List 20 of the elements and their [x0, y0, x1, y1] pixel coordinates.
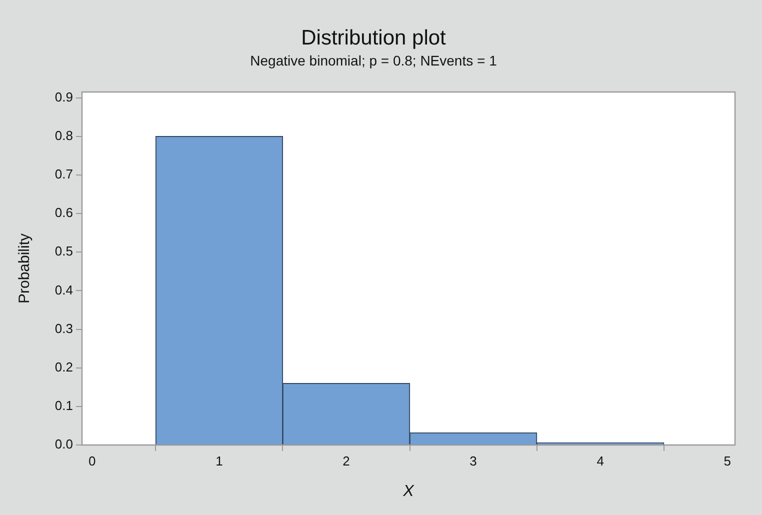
chart-subtitle: Negative binomial; p = 0.8; NEvents = 1 — [250, 52, 498, 68]
y-tick-label: 0.7 — [54, 166, 73, 182]
x-tick-label: 2 — [342, 453, 350, 468]
x-tick-label: 0 — [88, 453, 96, 468]
y-tick-label: 0.5 — [54, 244, 73, 259]
y-tick-label: 0.6 — [54, 205, 73, 220]
y-axis-title: Probability — [16, 232, 34, 304]
y-tick-label: 0.8 — [54, 128, 73, 143]
x-tick-label: 1 — [216, 453, 223, 468]
x-tick-label: 3 — [470, 453, 477, 468]
x-axis-title: X — [402, 482, 416, 500]
y-tick-label: 0.3 — [54, 320, 73, 336]
x-tick-label: 5 — [724, 453, 731, 468]
y-tick-label: 0.1 — [54, 398, 73, 413]
x-tick-label: 4 — [596, 453, 604, 468]
y-tick-label: 0.0 — [54, 436, 73, 452]
y-tick-label: 0.4 — [54, 282, 73, 298]
y-tick-label: 0.2 — [54, 359, 73, 374]
y-tick-label: 0.9 — [54, 89, 73, 104]
chart-title: Distribution plot — [301, 26, 446, 50]
